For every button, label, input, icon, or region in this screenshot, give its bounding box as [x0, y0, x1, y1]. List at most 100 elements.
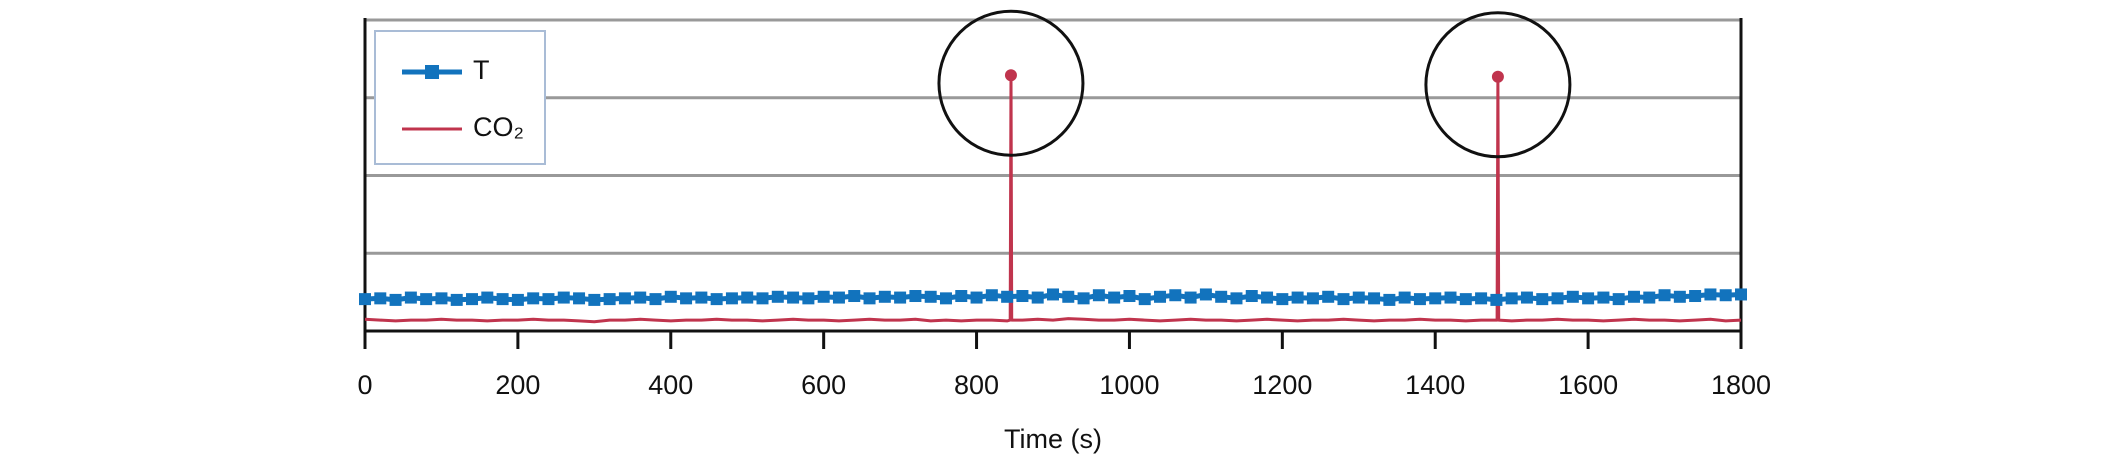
series-marker — [420, 293, 433, 306]
series-marker — [481, 291, 494, 304]
series-marker — [588, 293, 601, 306]
series-marker — [1047, 288, 1059, 301]
series-marker — [878, 290, 891, 303]
series-marker — [1016, 290, 1029, 303]
series-marker — [1429, 292, 1442, 305]
series-marker — [848, 290, 861, 303]
series-marker — [1199, 288, 1212, 301]
spike-highlight — [937, 9, 1085, 157]
series-marker — [909, 290, 922, 303]
series-marker — [634, 291, 647, 304]
series-marker — [1215, 290, 1228, 303]
series-marker — [466, 293, 479, 306]
series-marker — [527, 292, 540, 305]
series-marker — [1276, 293, 1289, 306]
x-tick-label: 1600 — [1558, 370, 1618, 400]
series-marker — [1062, 290, 1075, 303]
series-marker — [1138, 293, 1151, 306]
series-marker — [1108, 291, 1121, 304]
series-marker — [939, 292, 952, 305]
series-marker — [603, 293, 616, 306]
series-marker — [1597, 291, 1610, 304]
series-marker — [1077, 292, 1090, 305]
series-marker — [1261, 291, 1274, 304]
series-marker — [1169, 289, 1182, 302]
spike-highlight — [1424, 11, 1572, 159]
series-marker — [771, 290, 784, 303]
series-marker — [1475, 292, 1488, 305]
x-tick-label: 1800 — [1711, 370, 1771, 400]
series-marker — [1031, 291, 1044, 304]
series-marker — [1444, 291, 1457, 304]
series-marker — [1230, 292, 1243, 305]
series-marker — [741, 291, 754, 304]
series-marker — [1291, 291, 1304, 304]
series-marker — [1582, 292, 1595, 305]
spike-point — [1004, 69, 1017, 82]
series-marker — [359, 293, 371, 306]
series-marker — [1520, 291, 1533, 304]
series-marker — [573, 292, 586, 305]
series-marker — [1306, 292, 1319, 305]
series-marker — [817, 290, 830, 303]
series-marker — [511, 293, 524, 306]
series-marker — [1627, 290, 1640, 303]
series-marker — [1505, 292, 1518, 305]
x-axis-label: Time (s) — [1004, 424, 1102, 454]
series-marker — [1704, 288, 1717, 301]
series-marker — [1735, 288, 1747, 301]
series-marker — [542, 293, 555, 306]
series-marker — [450, 293, 463, 306]
series-marker — [1490, 293, 1503, 306]
series-marker — [618, 292, 631, 305]
x-tick-label: 800 — [954, 370, 999, 400]
x-tick-label: 600 — [801, 370, 846, 400]
series-marker — [389, 293, 402, 306]
series-marker — [1612, 293, 1625, 306]
series-marker — [1536, 293, 1549, 306]
series-marker — [1566, 290, 1579, 303]
series-marker — [1459, 293, 1472, 306]
series-marker — [1322, 290, 1335, 303]
spike-point — [1491, 70, 1504, 83]
series-line — [364, 73, 1742, 324]
series-marker — [1001, 290, 1014, 303]
series-marker — [1123, 290, 1136, 303]
series-marker — [970, 291, 983, 304]
series-marker — [1245, 290, 1258, 303]
series-marker — [1184, 291, 1197, 304]
x-tick-label: 200 — [495, 370, 540, 400]
series-marker — [832, 291, 845, 304]
series-marker — [787, 291, 800, 304]
series-marker — [802, 292, 815, 305]
series-marker — [1673, 290, 1686, 303]
legend-marker — [425, 65, 439, 79]
legend-label: T — [473, 55, 490, 85]
series-marker — [1398, 291, 1411, 304]
legend-box — [374, 30, 546, 165]
series-marker — [756, 292, 769, 305]
series-marker — [1658, 289, 1671, 302]
series-marker — [557, 291, 570, 304]
series-marker — [664, 290, 677, 303]
x-tick-label: 400 — [648, 370, 693, 400]
series-marker — [1368, 292, 1381, 305]
x-tick-label: 0 — [357, 370, 372, 400]
series-marker — [1383, 293, 1396, 306]
series-marker — [710, 293, 723, 306]
x-tick-label: 1400 — [1405, 370, 1465, 400]
series-marker — [1352, 291, 1365, 304]
series-marker — [1551, 292, 1564, 305]
series-marker — [894, 291, 907, 304]
series-marker — [924, 290, 937, 303]
series-marker — [1689, 290, 1702, 303]
series-marker — [404, 291, 417, 304]
series-marker — [680, 292, 693, 305]
series-marker — [985, 289, 998, 302]
legend: T CO₂ — [374, 30, 546, 165]
series-marker — [1413, 293, 1426, 306]
x-tick-label: 1000 — [1099, 370, 1159, 400]
series-marker — [725, 292, 738, 305]
series-marker — [374, 292, 387, 305]
